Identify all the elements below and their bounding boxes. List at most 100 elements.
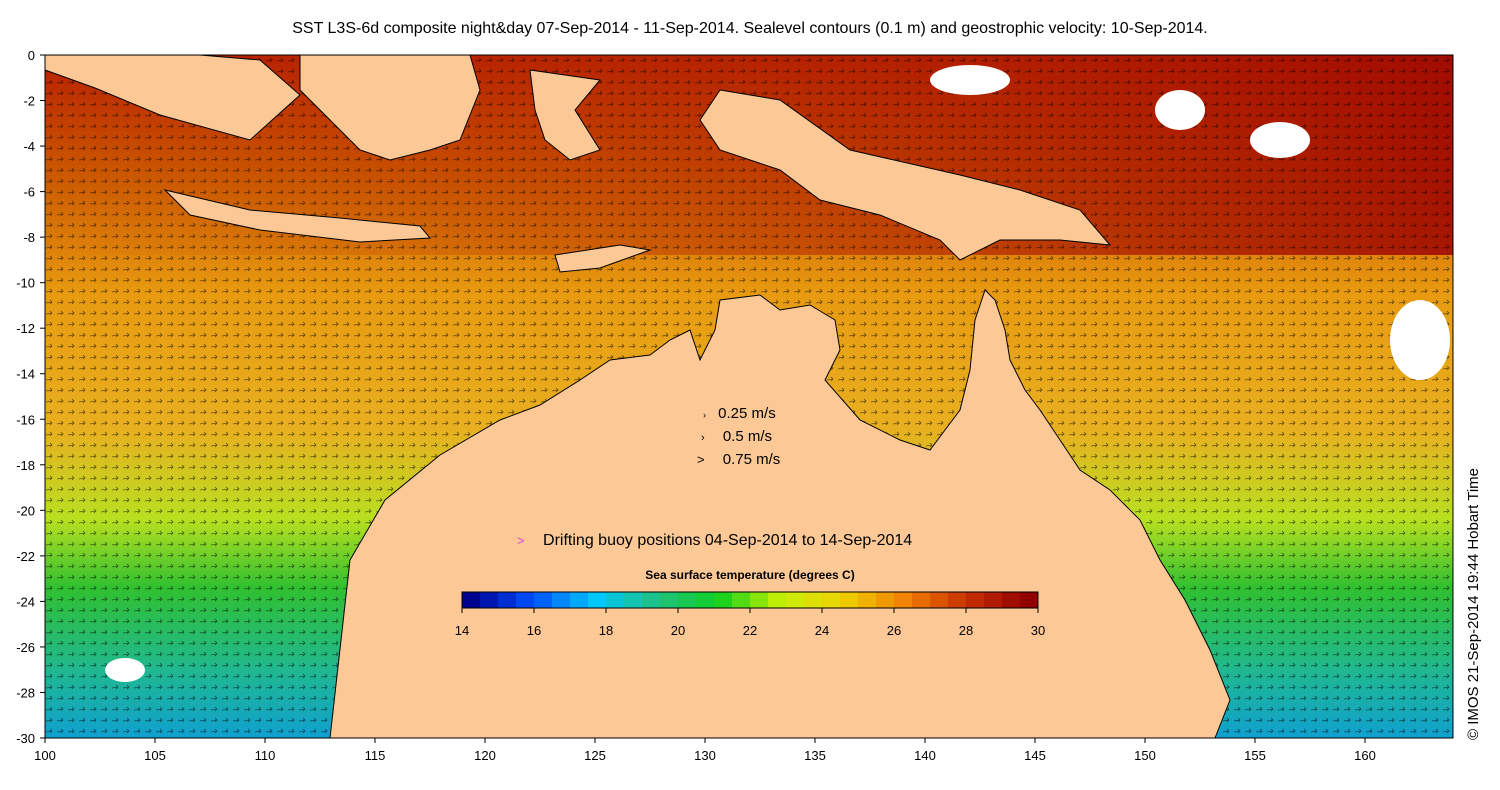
velocity-legend-label: 0.75 m/s — [722, 451, 781, 468]
x-tick-label: 100 — [34, 748, 56, 763]
colorbar-cell — [786, 592, 805, 608]
x-tick-label: 150 — [1134, 748, 1156, 763]
y-tick-label: -8 — [23, 230, 35, 245]
velocity-legend-item: > 0.75 m/s — [697, 451, 780, 468]
colorbar-cell — [588, 592, 607, 608]
colorbar-cell — [966, 592, 985, 608]
colorbar-cell — [660, 592, 679, 608]
colorbar-tick-label: 22 — [743, 623, 757, 638]
colorbar-cell — [1020, 592, 1039, 608]
colorbar-cell — [984, 592, 1003, 608]
y-tick-label: -20 — [16, 503, 35, 518]
x-tick-label: 120 — [474, 748, 496, 763]
colorbar-cell — [642, 592, 661, 608]
y-tick-label: -22 — [16, 549, 35, 564]
x-tick-label: 115 — [365, 748, 386, 763]
colorbar-cell — [462, 592, 481, 608]
colorbar-cell — [858, 592, 877, 608]
y-tick-label: -24 — [16, 594, 35, 609]
velocity-legend-item: › 0.5 m/s — [701, 428, 772, 445]
y-tick-label: -6 — [23, 185, 35, 200]
colorbar-cell — [876, 592, 895, 608]
colorbar-cell — [624, 592, 643, 608]
colorbar: 14 16 18 20 22 24 26 28 30 — [455, 591, 1045, 638]
colorbar-cell — [750, 592, 769, 608]
x-tick-label: 140 — [914, 748, 936, 763]
colorbar-tick-label: 26 — [887, 623, 901, 638]
map-title: SST L3S-6d composite night&day 07-Sep-20… — [292, 20, 1208, 37]
colorbar-cell — [678, 592, 697, 608]
colorbar-tick-label: 14 — [455, 623, 469, 638]
credit-text: © IMOS 21-Sep-2014 19:44 Hobart Time — [1465, 467, 1482, 740]
colorbar-tick-label: 30 — [1031, 623, 1045, 638]
x-tick-label: 160 — [1354, 748, 1376, 763]
y-tick-label: -18 — [16, 458, 35, 473]
buoy-legend: > Drifting buoy positions 04-Sep-2014 to… — [517, 532, 912, 550]
colorbar-cell — [552, 592, 571, 608]
x-tick-label: 145 — [1024, 748, 1046, 763]
velocity-legend-item: › 0.25 m/s — [703, 405, 776, 422]
colorbar-cell — [894, 592, 913, 608]
velocity-legend-label: 0.5 m/s — [722, 428, 773, 445]
land — [45, 55, 1231, 738]
y-tick-label: 0 — [28, 48, 35, 63]
colorbar-tick-label: 20 — [671, 623, 685, 638]
y-tick-label: -12 — [16, 321, 35, 336]
colorbar-tick-label: 18 — [599, 623, 613, 638]
y-tick-label: -14 — [16, 367, 35, 382]
colorbar-cell — [534, 592, 553, 608]
colorbar-cell — [606, 592, 625, 608]
x-tick-label: 135 — [804, 748, 826, 763]
colorbar-cell — [1002, 592, 1021, 608]
y-tick-label: -30 — [16, 731, 35, 746]
buoy-legend-label: Drifting buoy positions 04-Sep-2014 to 1… — [543, 532, 913, 549]
y-tick-label: -10 — [16, 276, 35, 291]
white-cloud-gaps — [105, 65, 1450, 682]
x-tick-label: 110 — [255, 748, 276, 763]
y-tick-label: -26 — [16, 640, 35, 655]
velocity-arrow-icon: > — [697, 452, 705, 467]
colorbar-tick-label: 28 — [959, 623, 973, 638]
colorbar-cell — [498, 592, 517, 608]
australia-mainland — [329, 289, 1231, 738]
y-tick-label: -28 — [16, 685, 35, 700]
colorbar-cell — [948, 592, 967, 608]
x-axis: 100 105 110 115 120 125 130 135 140 145 150 155 160 — [34, 738, 1376, 763]
colorbar-cell — [768, 592, 787, 608]
y-tick-label: -2 — [23, 94, 35, 109]
new-guinea — [699, 89, 1112, 261]
colorbar-cell — [912, 592, 931, 608]
colorbar-cell — [516, 592, 535, 608]
x-tick-label: 125 — [584, 748, 606, 763]
java-island — [163, 189, 432, 243]
colorbar-cell — [930, 592, 949, 608]
y-tick-label: -16 — [16, 412, 35, 427]
colorbar-cell — [480, 592, 499, 608]
colorbar-cell — [714, 592, 733, 608]
velocity-arrow-icon: › — [701, 432, 705, 444]
colorbar-cell — [840, 592, 859, 608]
plot-area — [45, 55, 1453, 738]
buoy-marker-icon: > — [517, 533, 525, 548]
plot-frame — [44, 54, 1454, 739]
sulawesi-island — [529, 69, 601, 161]
y-tick-label: -4 — [23, 139, 35, 154]
timor-island — [554, 244, 652, 273]
sumatra-land — [45, 55, 301, 141]
colorbar-cell — [822, 592, 841, 608]
x-tick-label: 105 — [144, 748, 166, 763]
x-tick-label: 155 — [1244, 748, 1266, 763]
colorbar-title: Sea surface temperature (degrees C) — [645, 568, 855, 582]
colorbar-cell — [804, 592, 823, 608]
colorbar-cell — [570, 592, 589, 608]
velocity-arrow-icon: › — [703, 410, 706, 420]
velocity-legend-label: 0.25 m/s — [718, 405, 776, 422]
borneo-island — [299, 55, 481, 161]
colorbar-tick-label: 24 — [815, 623, 829, 638]
x-tick-label: 130 — [694, 748, 716, 763]
colorbar-cell — [696, 592, 715, 608]
colorbar-cell — [732, 592, 751, 608]
y-axis: 0 -2 -4 -6 -8 -10 -12 -14 -16 -18 -20 -22 -24 -26 -28 -… — [16, 48, 45, 746]
colorbar-tick-label: 16 — [527, 623, 541, 638]
